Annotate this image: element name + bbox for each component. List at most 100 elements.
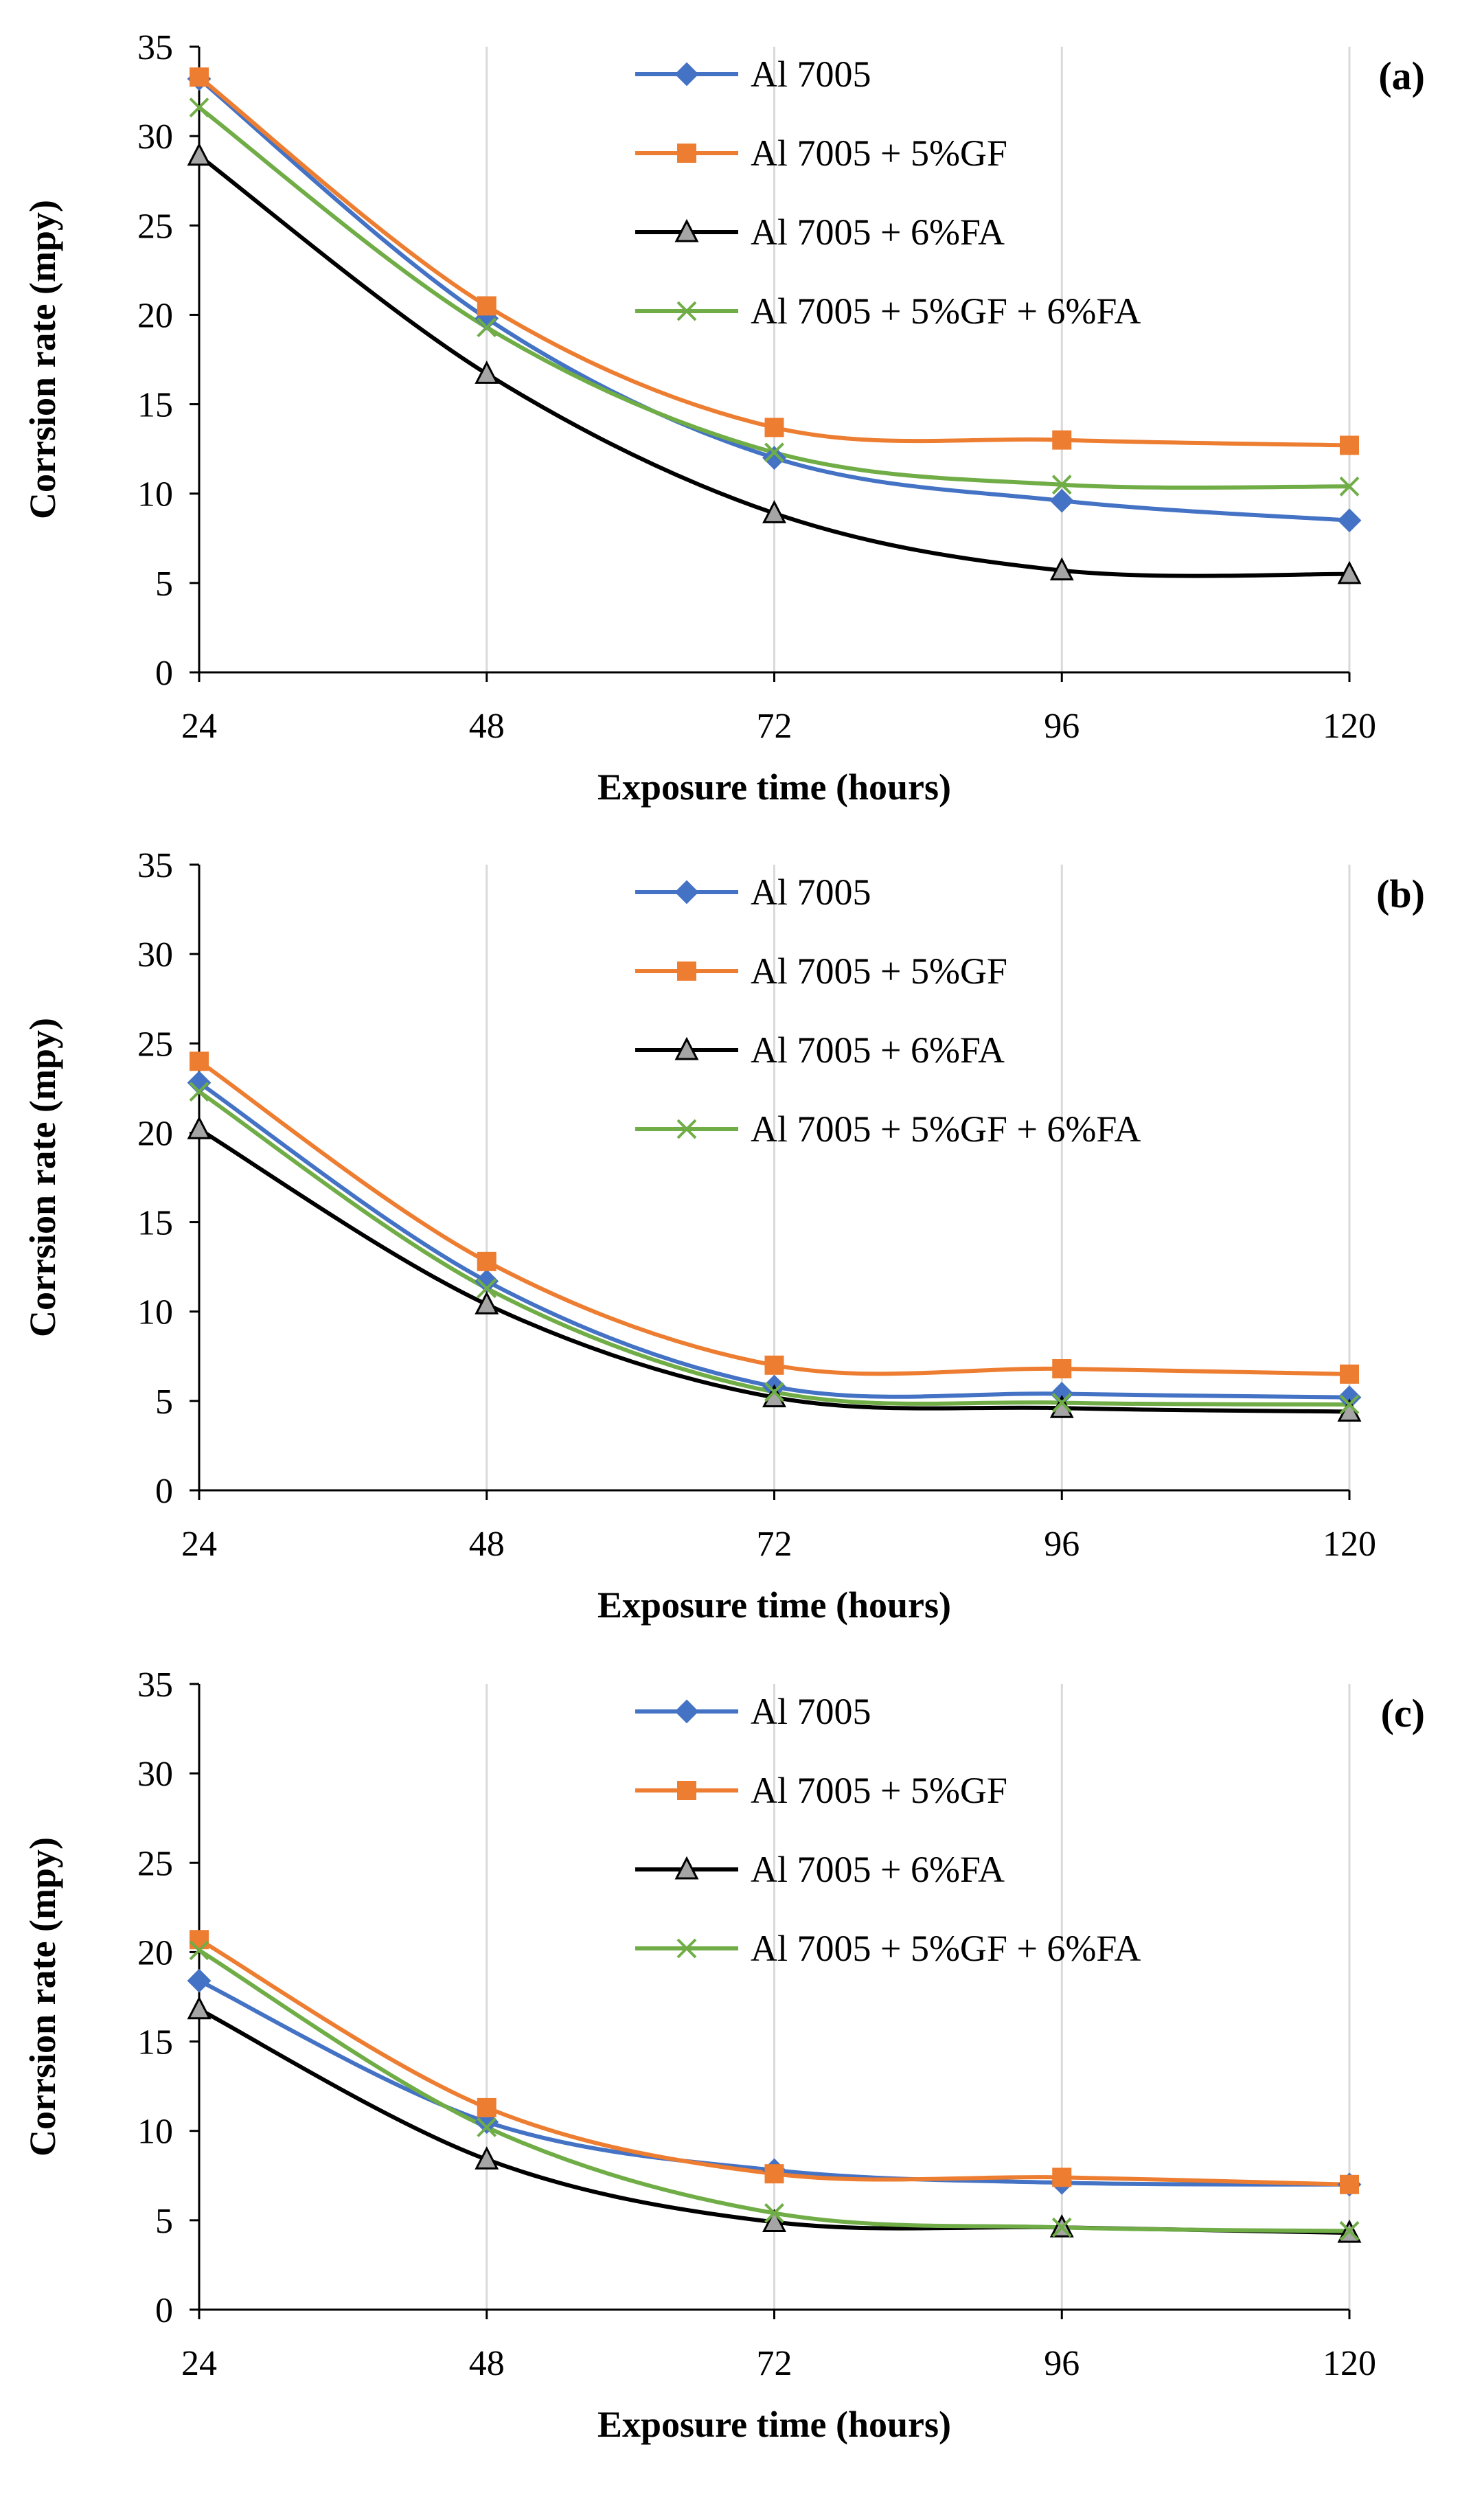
y-tick-label: 0 [155,1472,173,1511]
data-point-marker [475,1291,499,1315]
y-tick-label: 35 [137,846,173,885]
data-point-marker [477,2117,497,2137]
x-tick-label: 96 [1044,707,1080,746]
x-tick-label: 24 [181,707,217,746]
data-point-marker [1339,2221,1360,2241]
data-point-marker [1340,435,1359,455]
data-point-marker [189,98,209,117]
y-tick-label: 10 [137,2113,173,2152]
legend-marker [674,62,699,87]
legend-label: Al 7005 + 5%GF + 6%FA [751,1108,1141,1150]
legend-marker [674,218,699,242]
series-markers-1 [190,1051,1359,1384]
legend-label: Al 7005 + 6%FA [751,212,1005,253]
data-point-marker [475,361,499,384]
x-tick-label: 48 [469,707,505,746]
data-point-marker [1340,1364,1359,1384]
series-markers-1 [190,1930,1359,2194]
y-tick-label: 25 [137,207,173,246]
data-point-marker [1051,2217,1072,2238]
legend-label: Al 7005 + 5%GF [751,133,1007,174]
data-point-marker [477,1278,497,1299]
x-tick-label: 120 [1323,2344,1376,2383]
x-marker-stroke-2 [477,1278,497,1299]
data-point-marker [764,2203,784,2223]
series-markers-3 [189,1940,1360,2241]
data-point-marker [187,1968,212,1993]
data-point-marker [187,1996,212,2020]
data-point-marker [1052,2167,1072,2187]
legend: Al 7005 Al 7005 + 5%GF Al 7005 + 6%FA Al 70… [635,1691,1141,1969]
x-marker-stroke-2 [676,301,697,321]
legend: Al 7005 Al 7005 + 5%GF Al 7005 + 6%FA Al 70… [635,54,1141,332]
series-line-2 [198,1127,1350,1414]
y-tick-label: 0 [155,654,173,693]
series-line-2 [198,154,1350,578]
data-point-marker [762,500,786,523]
x-tick-label: 24 [181,2344,217,2383]
data-point-marker [764,418,784,437]
legend-marker [674,1036,699,1060]
y-tick-label: 30 [137,1755,173,1794]
series-markers-1 [190,67,1359,455]
y-tick-label: 30 [137,117,173,157]
data-point-marker [477,2097,496,2117]
x-marker-stroke-2 [189,1940,209,1961]
y-tick-label: 25 [137,1844,173,1883]
data-point-marker [190,1051,209,1071]
y-axis-title: Corrsion rate (mpy) [22,1018,63,1337]
x-axis-title: Exposure time (hours) [597,2404,951,2445]
y-tick-label: 30 [137,935,173,975]
data-point-marker [1051,475,1072,495]
x-marker-stroke-2 [1051,475,1072,495]
data-point-marker [1337,560,1362,584]
y-tick-label: 35 [137,1665,173,1705]
y-tick-label: 10 [137,1293,173,1332]
legend-label: Al 7005 + 5%GF + 6%FA [751,291,1141,332]
series-line-1 [198,75,1350,448]
panel-label: (a) [1378,54,1425,98]
data-point-marker [762,2209,786,2232]
x-tick-label: 72 [757,2344,792,2383]
series-markers-3 [189,1082,1360,1415]
x-marker-stroke-2 [676,1119,697,1139]
x-marker-stroke-2 [189,1082,209,1102]
x-tick-label: 120 [1323,707,1376,746]
legend-marker [674,1699,699,1724]
x-tick-label: 72 [757,707,792,746]
y-tick-label: 5 [155,1382,173,1422]
x-tick-label: 120 [1323,1525,1376,1564]
y-tick-label: 35 [137,28,173,67]
series-markers-3 [189,98,1360,497]
data-point-marker [764,2164,784,2184]
y-tick-label: 25 [137,1025,173,1064]
legend-label: Al 7005 [751,872,871,913]
y-axis-title: Corrsion rate (mpy) [22,200,63,519]
x-marker-stroke-2 [676,1938,697,1959]
x-marker-stroke-2 [189,98,209,117]
legend: Al 7005 Al 7005 + 5%GF Al 7005 + 6%FA Al 70… [635,872,1141,1150]
y-tick-label: 20 [137,1933,173,1972]
x-marker-stroke-2 [1051,2217,1072,2238]
legend-label: Al 7005 + 6%FA [751,1029,1005,1071]
legend-marker [676,1938,697,1959]
x-tick-label: 72 [757,1525,792,1564]
data-point-marker [475,2146,499,2170]
legend-label: Al 7005 + 5%GF [751,1770,1007,1811]
x-marker-stroke-2 [764,1382,784,1402]
data-point-marker [764,1382,784,1402]
legend-marker [677,144,696,163]
chart-panel-b: 0 5 10 15 20 25 30 35 24 48 72 96 120 Exposure time (… [22,846,1425,1626]
legend-label: Al 7005 [751,54,871,95]
x-marker-stroke-2 [1339,2221,1360,2241]
y-tick-label: 20 [137,296,173,335]
data-point-marker [187,1115,212,1139]
legend-label: Al 7005 + 6%FA [751,1849,1005,1890]
x-tick-label: 48 [469,2344,505,2383]
series-line-0 [198,77,1350,523]
chart-panel-a: 0 5 10 15 20 25 30 35 24 48 72 96 120 Exposure time (… [22,28,1425,808]
legend-label: Al 7005 + 5%GF + 6%FA [751,1928,1141,1969]
x-marker-stroke-2 [1339,476,1360,497]
data-point-marker [1337,508,1362,533]
